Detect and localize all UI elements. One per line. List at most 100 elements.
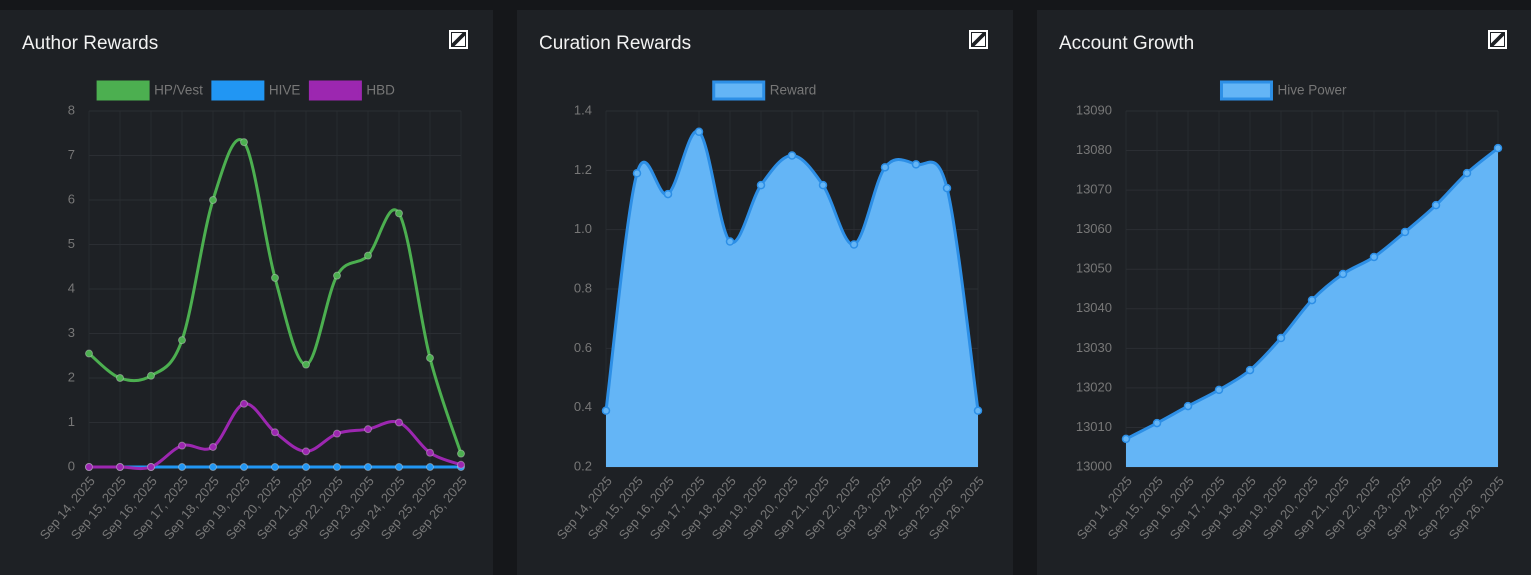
chart-title: Account Growth — [1059, 33, 1194, 54]
y-tick-label: 1 — [68, 414, 75, 429]
data-point — [756, 180, 766, 190]
data-point — [147, 371, 155, 380]
expand-icon[interactable] — [969, 30, 988, 49]
series-line — [88, 138, 463, 455]
legend-label: HP/Vest — [154, 83, 203, 98]
data-point — [849, 240, 859, 249]
data-point — [395, 418, 403, 427]
legend-label: HBD — [366, 83, 395, 98]
data-point — [880, 163, 890, 172]
legend-swatch — [211, 80, 265, 101]
data-point — [1431, 200, 1441, 210]
chart-title: Curation Rewards — [539, 33, 691, 54]
data-point — [209, 196, 217, 204]
data-point — [1338, 269, 1348, 279]
data-point — [787, 151, 797, 160]
data-point — [209, 442, 217, 451]
data-point — [271, 273, 279, 282]
y-tick-label: 0.4 — [574, 399, 592, 414]
data-point — [271, 463, 279, 471]
data-point — [632, 169, 642, 178]
y-tick-label: 8 — [68, 102, 75, 117]
series-area — [606, 131, 978, 467]
y-tick-label: 13090 — [1076, 102, 1112, 117]
y-tick-label: 5 — [68, 236, 75, 251]
chart-title: Author Rewards — [22, 33, 158, 54]
data-point — [178, 463, 186, 471]
data-point — [364, 463, 372, 471]
y-tick-label: 1.4 — [574, 102, 592, 117]
data-point — [364, 425, 372, 434]
expand-icons — [449, 30, 1507, 49]
data-point — [395, 209, 403, 218]
y-tick-label: 13050 — [1076, 261, 1112, 276]
data-point — [973, 406, 983, 415]
data-point — [1152, 418, 1162, 428]
series-line — [604, 129, 980, 411]
data-point — [426, 353, 434, 362]
data-point — [818, 180, 828, 190]
data-point — [178, 441, 186, 450]
y-tick-label: 0.2 — [574, 458, 592, 473]
y-tick-label: 13000 — [1076, 458, 1112, 473]
legend-label: Hive Power — [1277, 83, 1347, 98]
y-tick-label: 7 — [68, 147, 75, 162]
data-point — [333, 429, 341, 438]
data-point — [302, 360, 310, 369]
legend-label: Reward — [770, 83, 817, 98]
data-point — [85, 349, 93, 358]
data-point — [240, 463, 248, 471]
data-point — [1121, 434, 1131, 444]
legend-swatch — [712, 80, 766, 101]
data-point — [147, 463, 155, 471]
y-tick-label: 13060 — [1076, 221, 1112, 236]
y-tick-label: 3 — [68, 325, 75, 340]
legend: HP/Vest HIVE HBD — [96, 80, 395, 101]
data-point — [209, 463, 217, 471]
data-point — [911, 160, 921, 169]
data-point — [240, 399, 248, 408]
data-point — [333, 463, 341, 471]
panel-bg — [0, 10, 493, 575]
data-point — [1369, 252, 1379, 262]
data-point — [116, 463, 124, 471]
data-point — [178, 336, 186, 345]
data-point — [302, 447, 310, 456]
data-point — [426, 448, 434, 457]
legend-swatch — [96, 80, 150, 101]
y-tick-label: 0.6 — [574, 340, 592, 355]
y-tick-label: 13070 — [1076, 182, 1112, 197]
y-tick-label: 2 — [68, 369, 75, 384]
y-tick-label: 6 — [68, 191, 75, 206]
data-point — [457, 460, 465, 469]
expand-icon[interactable] — [1488, 30, 1507, 49]
data-point — [1400, 227, 1410, 237]
data-point — [1214, 385, 1224, 395]
data-point — [364, 251, 372, 260]
expand-icon[interactable] — [449, 30, 468, 49]
data-point — [942, 183, 952, 193]
legend: Reward — [712, 80, 817, 101]
data-point — [1245, 365, 1255, 375]
legend: Hive Power — [1219, 80, 1347, 101]
data-point — [457, 449, 465, 458]
data-point — [1493, 143, 1503, 153]
legend-swatch — [308, 80, 362, 101]
data-point — [395, 463, 403, 471]
data-point — [302, 463, 310, 471]
data-point — [271, 428, 279, 437]
y-tick-label: 0.8 — [574, 280, 592, 295]
data-point — [1276, 333, 1286, 343]
y-tick-label: 4 — [68, 280, 75, 295]
y-tick-label: 13010 — [1076, 419, 1112, 434]
legend-swatch — [1219, 80, 1273, 101]
data-point — [333, 271, 341, 280]
data-point — [240, 138, 248, 147]
data-point — [694, 127, 704, 137]
data-point — [116, 374, 124, 382]
y-tick-label: 1.2 — [574, 162, 592, 177]
data-point — [85, 463, 93, 471]
legend-label: HIVE — [269, 83, 301, 98]
data-point — [601, 406, 611, 415]
